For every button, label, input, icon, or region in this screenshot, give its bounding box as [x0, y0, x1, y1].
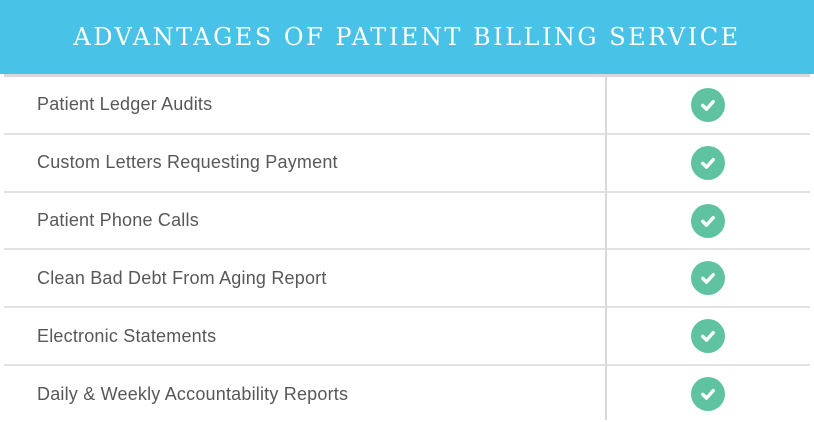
- check-icon: [690, 87, 725, 122]
- table-row: Patient Ledger Audits: [4, 77, 810, 135]
- check-icon: [690, 203, 725, 238]
- check-icon: [690, 145, 725, 180]
- table-row: Patient Phone Calls: [4, 193, 810, 251]
- row-label: Daily & Weekly Accountability Reports: [37, 383, 349, 404]
- table-row: Clean Bad Debt From Aging Report: [4, 250, 810, 309]
- column-divider: [605, 77, 607, 420]
- header-band: ADVANTAGES OF PATIENT BILLING SERVICE: [0, 0, 814, 74]
- check-icon: [690, 377, 725, 412]
- row-label: Clean Bad Debt From Aging Report: [37, 267, 327, 288]
- row-label: Patient Phone Calls: [37, 210, 199, 231]
- advantages-table: Patient Ledger Audits Custom Letters Req…: [4, 74, 810, 422]
- table-row: Custom Letters Requesting Payment: [4, 135, 810, 193]
- check-icon: [690, 261, 725, 296]
- check-icon: [690, 319, 725, 354]
- row-check-cell: [605, 250, 810, 306]
- row-label: Patient Ledger Audits: [37, 94, 213, 115]
- row-check-cell: [605, 135, 810, 191]
- row-check-cell: [605, 77, 810, 133]
- row-check-cell: [605, 366, 810, 422]
- row-label: Electronic Statements: [37, 325, 217, 346]
- row-label: Custom Letters Requesting Payment: [37, 152, 338, 173]
- page-title: ADVANTAGES OF PATIENT BILLING SERVICE: [73, 23, 741, 51]
- row-check-cell: [605, 193, 810, 249]
- row-check-cell: [605, 308, 810, 364]
- table-row: Electronic Statements: [4, 308, 810, 367]
- table-row: Daily & Weekly Accountability Reports: [4, 366, 810, 422]
